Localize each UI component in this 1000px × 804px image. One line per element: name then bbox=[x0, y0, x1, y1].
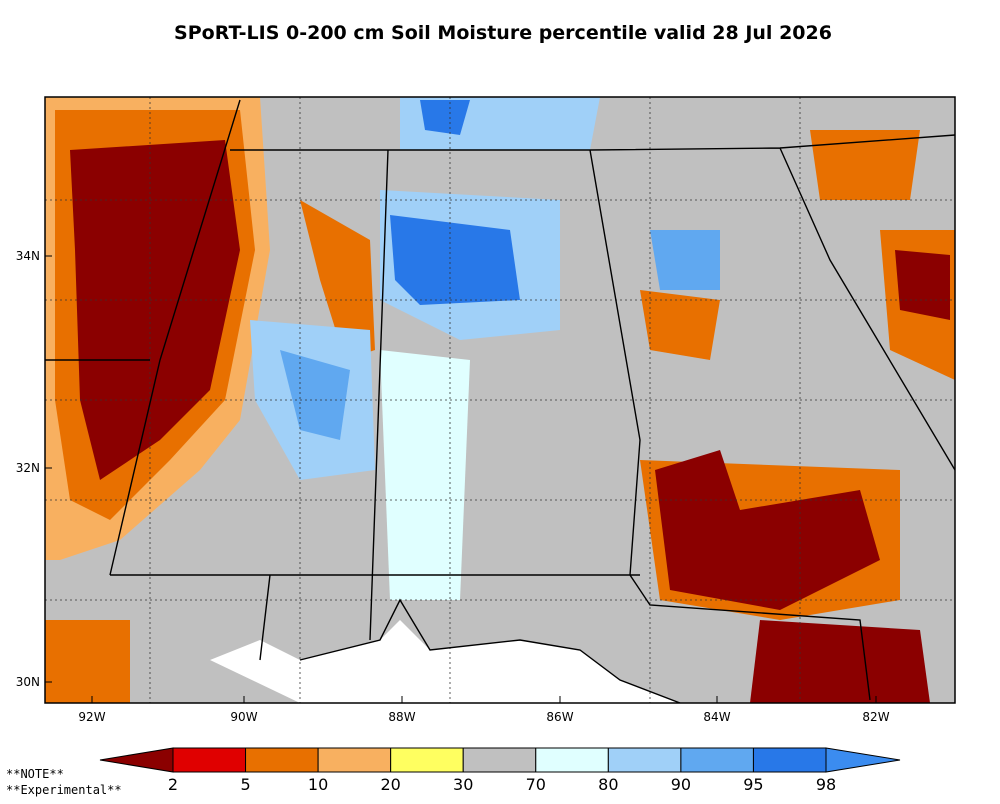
wet-area bbox=[650, 230, 720, 290]
colorbar-label: 5 bbox=[240, 775, 250, 794]
colorbar-box bbox=[245, 747, 319, 773]
colorbar-end bbox=[99, 747, 174, 773]
lon-label: 86W bbox=[546, 710, 573, 724]
colorbar-label: 30 bbox=[453, 775, 473, 794]
colorbar-label: 70 bbox=[526, 775, 546, 794]
colorbar: 2 5 10 20 30 70 80 90 95 98 bbox=[99, 747, 901, 794]
title: SPoRT-LIS 0-200 cm Soil Moisture percent… bbox=[174, 22, 832, 44]
dry-area bbox=[895, 250, 950, 320]
lon-label: 82W bbox=[862, 710, 889, 724]
water bbox=[210, 620, 680, 703]
colorbar-label: 80 bbox=[598, 775, 618, 794]
lat-label: 30N bbox=[16, 675, 40, 689]
wet-area bbox=[420, 100, 470, 135]
lon-label: 88W bbox=[388, 710, 415, 724]
dry-area bbox=[750, 620, 930, 703]
colorbar-label: 20 bbox=[380, 775, 400, 794]
wet-area bbox=[280, 350, 350, 440]
dry-area bbox=[640, 290, 720, 360]
lon-label: 84W bbox=[703, 710, 730, 724]
lat-label: 32N bbox=[16, 461, 40, 475]
note: **NOTE** bbox=[6, 767, 64, 781]
colorbar-box bbox=[752, 747, 827, 773]
colorbar-label: 2 bbox=[168, 775, 178, 794]
colorbar-box bbox=[462, 747, 537, 773]
dry-area bbox=[300, 200, 375, 360]
map-frame bbox=[44, 96, 956, 704]
colorbar-end bbox=[825, 747, 901, 773]
map bbox=[45, 97, 955, 703]
colorbar-box bbox=[535, 747, 609, 773]
dry-area bbox=[70, 140, 240, 480]
note: **Experimental** bbox=[6, 783, 122, 797]
colorbar-box bbox=[607, 747, 682, 773]
colorbar-label: 98 bbox=[816, 775, 836, 794]
axis-ticks: 34N 32N 30N 92W 90W 88W 86W 84W 82W bbox=[16, 249, 890, 724]
state-borders bbox=[45, 99, 955, 701]
lat-label: 34N bbox=[16, 249, 40, 263]
dry-area bbox=[810, 130, 920, 200]
dry-area bbox=[655, 450, 880, 610]
colorbar-label: 10 bbox=[308, 775, 328, 794]
colorbar-box bbox=[317, 747, 392, 773]
coastline bbox=[299, 598, 681, 703]
colorbar-label: 95 bbox=[743, 775, 763, 794]
lon-label: 92W bbox=[78, 710, 105, 724]
dry-area bbox=[45, 620, 130, 703]
lon-label: 90W bbox=[230, 710, 257, 724]
colorbar-box bbox=[172, 747, 247, 773]
wet-area bbox=[390, 215, 520, 305]
colorbar-box bbox=[390, 747, 464, 773]
colorbar-label: 90 bbox=[671, 775, 691, 794]
wet-area bbox=[380, 350, 470, 600]
colorbar-box bbox=[680, 747, 754, 773]
